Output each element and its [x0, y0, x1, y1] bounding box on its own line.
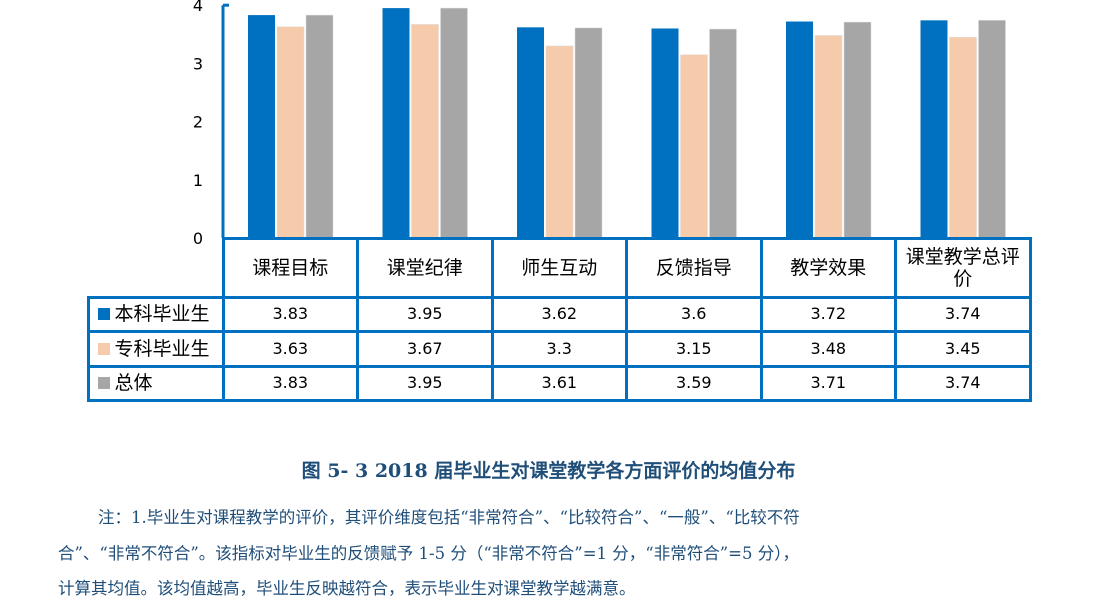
- legend-entry: 本科毕业生: [86, 295, 225, 333]
- bar-1-1: [248, 15, 275, 239]
- note-line-2: 合”、“非常不符合”。该指标对毕业生的反馈赋予 1-5 分（“非常不符合”=1 …: [58, 544, 799, 563]
- bar-3-1: [305, 14, 334, 239]
- data-label: 3.74: [894, 364, 1032, 402]
- y-tick-label: 1: [193, 171, 203, 190]
- note-line-3: 计算其均值。该均值越高，毕业生反映越符合，表示毕业生对课堂教学越满意。: [58, 579, 636, 598]
- bar-2-5: [814, 35, 843, 239]
- data-label: 3.74: [894, 295, 1032, 333]
- note-line-1: 注：1.毕业生对课程教学的评价，其评价维度包括“非常符合”、“比较符合”、“一般…: [98, 508, 800, 527]
- legend-swatch-icon: [97, 308, 110, 320]
- legend-label: 总体: [114, 372, 153, 394]
- data-label: 3.83: [221, 364, 359, 402]
- y-tick-label: 4: [193, 0, 203, 15]
- y-tick-label: 2: [193, 113, 203, 132]
- bar-1-4: [651, 28, 679, 239]
- data-label: 3.95: [356, 295, 494, 333]
- category-header: 教学效果: [759, 236, 897, 299]
- data-label: 3.15: [625, 329, 763, 368]
- bar-2-3: [545, 45, 574, 239]
- bar-3-4: [709, 28, 737, 239]
- legend-label: 本科毕业生: [114, 303, 210, 325]
- legend-entry: 专科毕业生: [86, 329, 225, 368]
- bar-1-3: [517, 27, 544, 239]
- data-label: 3.83: [221, 295, 359, 333]
- data-label: 3.63: [221, 329, 359, 368]
- category-header: 课堂纪律: [356, 236, 494, 299]
- category-header: 课程目标: [221, 236, 359, 299]
- bar-3-2: [440, 7, 468, 239]
- legend-swatch-icon: [97, 377, 110, 389]
- data-label: 3.61: [490, 364, 628, 402]
- data-label: 3.6: [625, 295, 763, 333]
- category-header: 反馈指导: [625, 236, 763, 299]
- category-header: 师生互动: [490, 236, 628, 299]
- bar-3-5: [843, 21, 872, 239]
- legend-label: 专科毕业生: [114, 337, 210, 360]
- y-tick-label: 0: [193, 229, 203, 248]
- data-label: 3.62: [490, 295, 628, 333]
- bar-2-4: [680, 54, 708, 239]
- bar-3-3: [574, 27, 603, 239]
- y-tick-label: 3: [193, 54, 203, 73]
- legend-entry: 总体: [86, 364, 225, 402]
- legend-swatch-icon: [97, 342, 110, 355]
- data-label: 3.67: [356, 329, 494, 368]
- data-label: 3.3: [490, 329, 628, 368]
- bar-2-1: [276, 26, 305, 239]
- data-label: 3.71: [759, 364, 897, 402]
- bar-2-2: [411, 24, 439, 239]
- bar-1-2: [382, 8, 410, 238]
- data-label: 3.72: [759, 295, 897, 333]
- data-label: 3.59: [625, 364, 763, 402]
- bar-3-6: [978, 20, 1006, 239]
- bar-2-6: [949, 36, 977, 239]
- bar-1-6: [920, 20, 948, 238]
- data-label: 3.45: [894, 329, 1032, 368]
- bar-1-5: [786, 21, 813, 238]
- data-label: 3.95: [356, 364, 494, 402]
- figure-caption: 图 5- 3 2018 届毕业生对课堂教学各方面评价的均值分布: [301, 460, 796, 482]
- bar-chart: 0 1 2 3 4: [193, 0, 1006, 248]
- data-label: 3.48: [759, 329, 897, 368]
- category-header: 课堂教学总评价: [894, 236, 1032, 299]
